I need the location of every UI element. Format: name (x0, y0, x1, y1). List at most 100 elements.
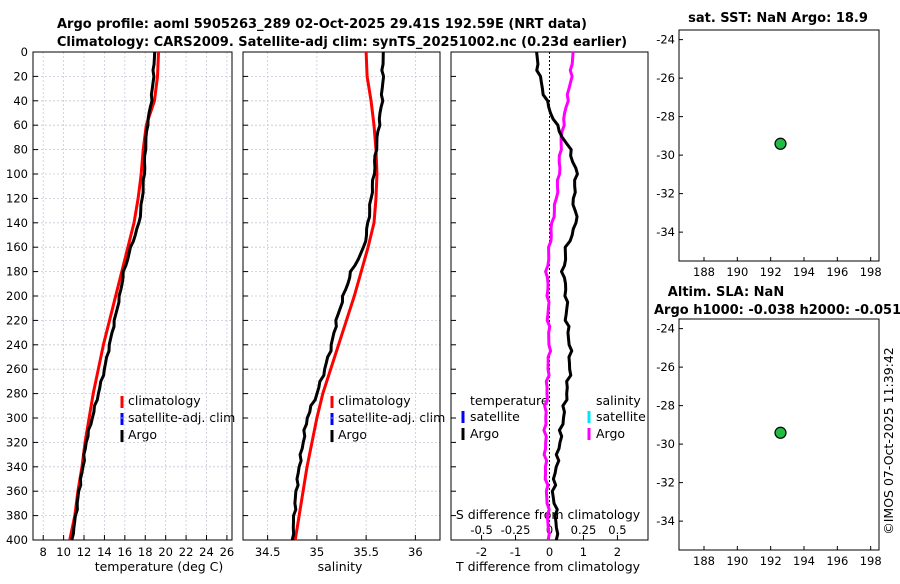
sst-map-title: sat. SST: NaN Argo: 18.9 (688, 11, 868, 26)
x-tick-label: 192 (760, 265, 782, 279)
y-tick-label: 20 (13, 69, 28, 83)
x-tick-label: 194 (793, 265, 815, 279)
y-tick-label: 100 (6, 167, 28, 181)
sla-map-title: Altim. SLA: NaN (668, 285, 784, 300)
salinity-legend: climatology satellite-adj. clim Argo (330, 393, 445, 442)
sla-map-panel: 188 190 192 194 196 198 -24 -26 -28 -30 -32 -34 (656, 318, 882, 568)
legend-swatch-climatology (330, 396, 334, 408)
x-tick-label: 20 (158, 545, 173, 559)
y-tick-label: -28 (656, 399, 675, 413)
legend-label-climatology: climatology (128, 393, 201, 408)
legend-label-argo: Argo (128, 427, 157, 442)
legend-swatch-t-argo (461, 428, 465, 440)
x-tick-label: 12 (77, 545, 92, 559)
x-tick-label: -2 (476, 545, 487, 559)
x-tick-label: 24 (199, 545, 214, 559)
temperature-legend: climatology satellite-adj. clim Argo (120, 393, 235, 442)
x-top-tick-label: 0.5 (608, 523, 626, 537)
legend-swatch-satellite (120, 413, 124, 425)
sla-map-frame (678, 318, 880, 551)
y-tick-label: -32 (656, 187, 675, 201)
x-tick-label: 190 (726, 265, 748, 279)
legend-label-s-argo: Argo (596, 426, 625, 441)
legend-swatch-climatology (120, 396, 124, 408)
y-tick-label: 340 (6, 460, 28, 474)
x-tick-label: 188 (693, 265, 715, 279)
argo-location-marker (774, 137, 787, 150)
legend-label-s-satellite: satellite (596, 409, 646, 424)
legend-label-argo: Argo (338, 427, 367, 442)
legend-title-salinity: salinity (596, 393, 641, 408)
temperature-argo-line (70, 51, 157, 541)
x-tick-label: 34.5 (255, 545, 281, 559)
y-tick-label: 200 (6, 289, 28, 303)
imos-timestamp: ©IMOS 07-Oct-2025 11:39:42 (881, 347, 896, 535)
x-tick-label: 22 (179, 545, 194, 559)
y-tick-label: 120 (6, 191, 28, 205)
argo-location-marker (774, 426, 787, 439)
y-tick-label: 80 (13, 143, 28, 157)
figure-title-line2: Climatology: CARS2009. Satellite-adj cli… (57, 35, 627, 50)
x-tick-label: 10 (56, 545, 71, 559)
y-tick-label: 60 (13, 118, 28, 132)
legend-swatch-argo (120, 430, 124, 442)
y-tick-label: -26 (656, 71, 675, 85)
y-tick-label: 360 (6, 484, 28, 498)
x-tick-label: -1 (510, 545, 521, 559)
y-tick-label: -34 (656, 514, 675, 528)
y-tick-label: 400 (6, 533, 28, 547)
x-tick-label: 196 (826, 265, 848, 279)
x-tick-label: 198 (860, 554, 882, 568)
y-tick-label: 240 (6, 338, 28, 352)
temperature-frame (32, 51, 233, 541)
legend-label-climatology: climatology (338, 393, 411, 408)
y-tick-label: -34 (656, 225, 675, 239)
y-tick-label: 260 (6, 362, 28, 376)
y-tick-label: -28 (656, 110, 675, 124)
y-tick-label: -24 (656, 322, 675, 336)
legend-swatch-s-satellite (587, 411, 591, 423)
salinity-xlabel: salinity (318, 559, 363, 574)
x-tick-label: 2 (614, 545, 621, 559)
salinity-argo-line (290, 51, 386, 541)
legend-label-satellite: satellite-adj. clim (128, 410, 235, 425)
y-tick-label: 40 (13, 94, 28, 108)
x-tick-label: 198 (860, 265, 882, 279)
x-tick-label: 196 (826, 554, 848, 568)
salinity-panel: 34.5 35 35.5 36 (242, 51, 441, 559)
sla-map-title-line2: Argo h1000: -0.038 h2000: -0.051 (654, 303, 900, 318)
y-tick-label: -26 (656, 360, 675, 374)
x-tick-label: 194 (793, 554, 815, 568)
x-tick-label: 0 (546, 545, 553, 559)
x-tick-label: 192 (760, 554, 782, 568)
temperature-panel: 8 10 12 14 16 18 20 22 24 26020406080100120140160… (6, 45, 234, 559)
legend-label-satellite: satellite-adj. clim (338, 410, 445, 425)
figure-title-line1: Argo profile: aoml 5905263_289 02-Oct-20… (57, 17, 587, 32)
x-top-tick-label: -0.25 (501, 523, 531, 537)
y-tick-label: 0 (21, 45, 28, 59)
y-tick-label: -24 (656, 33, 675, 47)
salinity-climatology-line (293, 51, 379, 541)
y-tick-label: -30 (656, 148, 675, 162)
x-tick-label: 188 (693, 554, 715, 568)
legend-swatch-argo (330, 430, 334, 442)
temperature-diff-argo-line (535, 51, 579, 541)
x-top-tick-label: 0.25 (571, 523, 597, 537)
y-tick-label: 220 (6, 313, 28, 327)
legend-swatch-s-argo (587, 428, 591, 440)
difference-legend-temperature: temperature satellite Argo (461, 393, 549, 441)
sst-map-frame (678, 29, 880, 262)
legend-title-temperature: temperature (470, 393, 549, 408)
x-tick-label: 35 (310, 545, 325, 559)
sst-map-panel: 188 190 192 194 196 198 -24 -26 -28 -30 -32 -34 (656, 29, 882, 279)
y-tick-label: 320 (6, 435, 28, 449)
legend-label-t-satellite: satellite (470, 409, 520, 424)
legend-swatch-t-satellite (461, 411, 465, 423)
x-tick-label: 36 (408, 545, 423, 559)
y-tick-label: 280 (6, 387, 28, 401)
difference-xlabel: T difference from climatology (455, 559, 641, 574)
legend-swatch-satellite (330, 413, 334, 425)
salinity-frame (242, 51, 441, 541)
